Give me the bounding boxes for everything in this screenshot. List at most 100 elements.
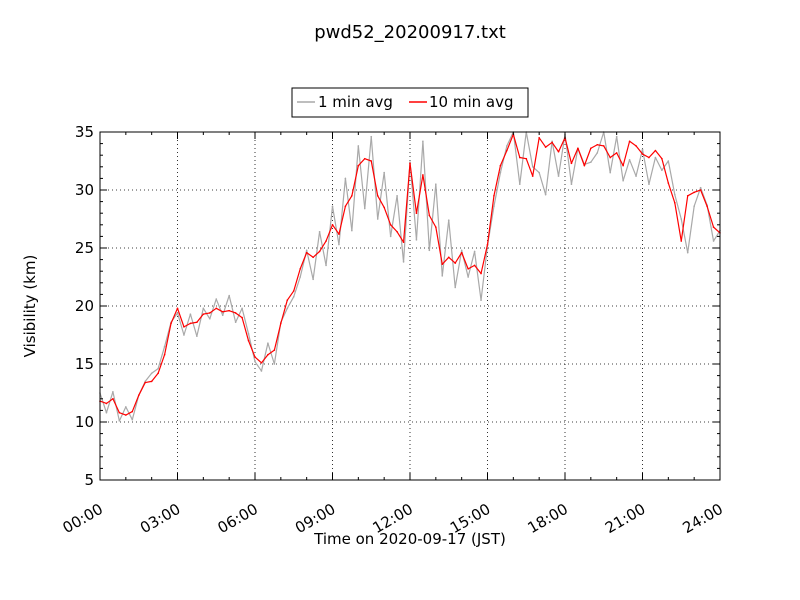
series-10min-segment (590, 144, 598, 149)
series-10min-segment (318, 240, 327, 253)
series-10min-segment (312, 250, 321, 258)
series-1min-segment (545, 140, 553, 196)
series-10min-segment (706, 205, 715, 228)
series-1min-segment (351, 145, 359, 232)
series-1min-segment (667, 160, 676, 196)
series-10min-segment (654, 149, 663, 160)
series-10min-segment (202, 312, 211, 315)
series-10min-segment (357, 158, 366, 167)
series-10min-segment (364, 158, 372, 162)
series-1min-segment (105, 391, 114, 414)
series-10min-segment (209, 307, 217, 314)
series-1min-segment (157, 346, 166, 370)
series-10min-segment (163, 322, 172, 356)
series-10min-segment (603, 145, 611, 159)
series-1min-segment (512, 131, 521, 185)
series-10min-segment (596, 144, 605, 147)
series-10min-segment (519, 156, 527, 160)
series-10min-segment (635, 145, 644, 155)
series-10min-segment (628, 140, 637, 147)
series-10min-segment (680, 195, 689, 242)
series-10min-segment (525, 158, 534, 177)
series-1min-segment (506, 131, 514, 147)
series-10min-segment (467, 264, 476, 270)
series-10min-segment (609, 152, 618, 159)
series-10min-segment (577, 147, 585, 167)
series-1min-segment (241, 307, 250, 335)
series-10min-segment (105, 398, 114, 405)
series-1min-segment (596, 131, 605, 154)
series-10min-segment (299, 252, 308, 270)
series-1min-segment (654, 156, 663, 171)
series-10min-segment (215, 307, 224, 313)
series-10min-segment (170, 307, 179, 324)
series-1min-segment (454, 249, 463, 289)
series-10min-segment (260, 354, 269, 364)
legend: 1 min avg 10 min avg (291, 87, 529, 118)
series-10min-segment (661, 158, 669, 184)
series-10min-segment (428, 214, 437, 228)
series-10min-segment (222, 310, 230, 313)
series-10min-segment (286, 290, 295, 301)
series-1min-segment (674, 194, 682, 220)
series-10min-segment (551, 141, 560, 153)
series-10min-segment (280, 299, 288, 324)
chart-title: pwd52_20200917.txt (314, 22, 506, 43)
series-10min-segment (338, 205, 347, 235)
series-10min-segment (377, 195, 385, 208)
y-tick-label: 5 (84, 471, 94, 489)
series-10min-segment (486, 195, 495, 246)
series-10min-segment (293, 268, 301, 292)
series-1min-segment (390, 195, 398, 237)
series-1min-segment (293, 276, 301, 298)
series-10min-segment (674, 202, 682, 242)
y-axis-label: Visibility (km) (21, 255, 39, 358)
series-10min-segment (157, 354, 166, 374)
series-1min-segment (570, 147, 579, 185)
series-1min-segment (331, 205, 340, 246)
series-10min-segment (616, 152, 624, 167)
series-1min-segment (260, 342, 269, 372)
series-10min-segment (648, 149, 657, 159)
series-1min-segment (661, 160, 669, 171)
series-10min-segment (506, 133, 514, 152)
series-1min-segment (151, 368, 159, 374)
series-10min-segment (557, 137, 566, 153)
series-1min-segment (318, 231, 327, 266)
series-10min-segment (712, 226, 721, 234)
series-10min-segment (247, 340, 256, 358)
series-10min-segment (228, 310, 237, 314)
series-1min-segment (344, 177, 353, 232)
series-10min-segment (138, 381, 146, 396)
series-10min (99, 133, 721, 416)
series-1min-segment (473, 250, 482, 301)
y-tick-label: 35 (75, 123, 94, 141)
series-1min-segment (215, 298, 224, 316)
series-10min-segment (700, 189, 708, 207)
series-10min-segment (480, 243, 489, 275)
series-10min-segment (390, 224, 398, 233)
series-10min-segment (435, 226, 443, 265)
series-1min-segment (357, 145, 366, 210)
series-10min-segment (344, 195, 353, 207)
series-1min-segment (622, 159, 631, 182)
series-1min-segment (538, 172, 547, 196)
series-1min-segment (209, 298, 217, 320)
series-10min-segment (144, 380, 153, 384)
series-10min-segment (131, 394, 140, 413)
series-10min-segment (493, 165, 502, 197)
series-10min-segment (125, 410, 133, 416)
series-10min-segment (370, 160, 379, 197)
series-1min-segment (428, 183, 437, 251)
series-10min-segment (331, 224, 340, 235)
series-1min-segment (480, 245, 489, 301)
series-10min-segment (512, 133, 521, 159)
series-10min-segment (641, 153, 650, 159)
series-10min-segment (667, 182, 676, 204)
series-10min-segment (499, 149, 508, 167)
series-10min-segment (538, 137, 547, 148)
series-10min-segment (402, 162, 411, 243)
series-10min-segment (176, 307, 185, 328)
series-1min-segment (396, 195, 405, 263)
